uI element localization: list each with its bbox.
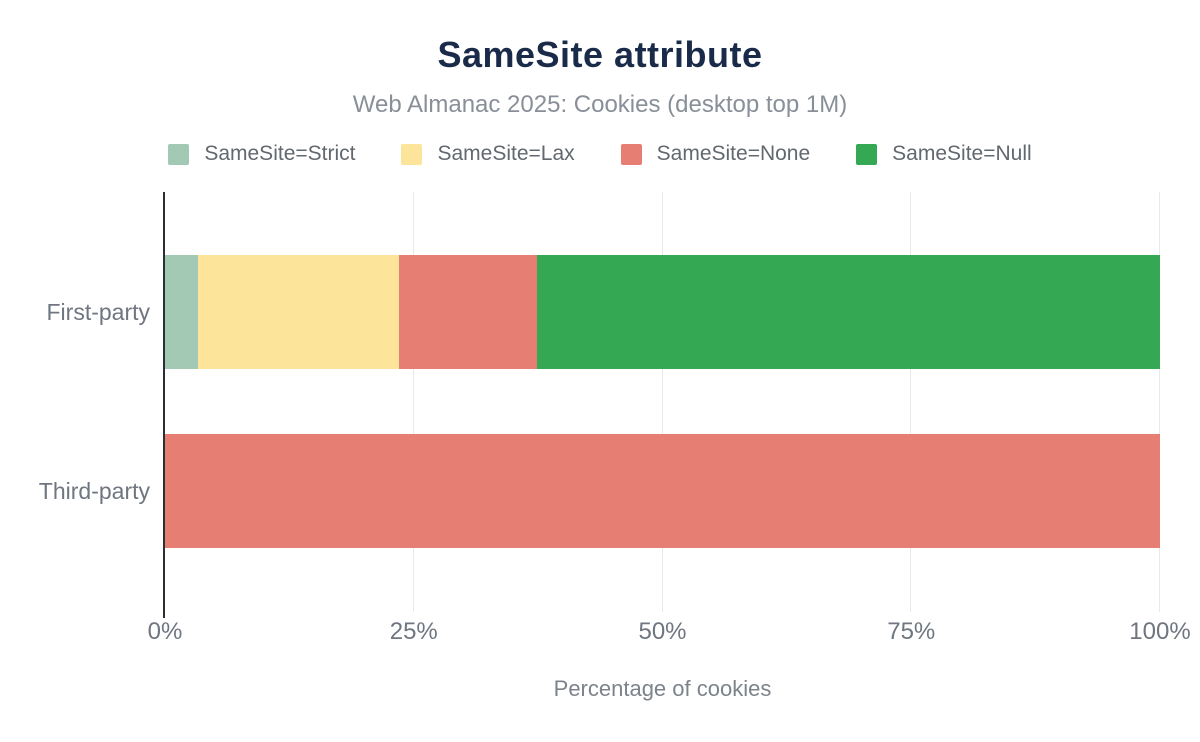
bar-segment-samesite-none[interactable] — [165, 434, 1160, 548]
x-tick-label-75pct: 75% — [887, 618, 936, 645]
legend-item-2: SameSite=Lax — [401, 142, 575, 166]
legend-swatch-icon — [168, 143, 190, 165]
x-tick-label-100pct: 100% — [1129, 618, 1191, 645]
legend-swatch-icon — [856, 143, 878, 165]
legend: SameSite=Strict SameSite=Lax SameSite=None… — [0, 142, 1200, 166]
legend-label: SameSite=None — [656, 142, 811, 165]
gridline — [910, 192, 912, 612]
legend-label: SameSite=Lax — [437, 142, 575, 165]
x-tick-label-25pct: 25% — [389, 618, 438, 645]
legend-label: SameSite=Null — [892, 142, 1032, 165]
y-axis-label-first-party: First-party — [46, 299, 151, 325]
gridline — [661, 192, 663, 612]
x-tick-label-50pct: 50% — [638, 618, 687, 645]
gridline — [1159, 192, 1160, 612]
bar-row-third-party — [165, 434, 1160, 548]
x-axis-title: Percentage of cookies — [553, 676, 772, 701]
legend-swatch-icon — [620, 143, 642, 165]
bar-segment-samesite-none[interactable] — [398, 255, 538, 369]
bar-segment-samesite-null[interactable] — [537, 255, 1160, 369]
x-tick-label-0pct: 0% — [147, 618, 183, 645]
legend-swatch-icon — [401, 143, 423, 165]
plot-area — [163, 192, 1160, 618]
legend-item-1: SameSite=Strict — [168, 142, 355, 166]
legend-item-3: SameSite=None — [620, 142, 811, 166]
y-axis-label-third-party: Third-party — [38, 478, 150, 504]
legend-item-4: SameSite=Null — [856, 142, 1032, 166]
chart-title: SameSite attribute — [437, 34, 763, 75]
y-axis-line — [163, 192, 165, 618]
gridline — [412, 192, 414, 612]
bar-row-first-party — [165, 255, 1160, 369]
legend-label: SameSite=Strict — [204, 142, 356, 165]
bar-segment-samesite-strict[interactable] — [165, 255, 198, 369]
chart-subtitle: Web Almanac 2025: Cookies (desktop top 1… — [352, 91, 848, 118]
bar-segment-samesite-lax[interactable] — [197, 255, 399, 369]
